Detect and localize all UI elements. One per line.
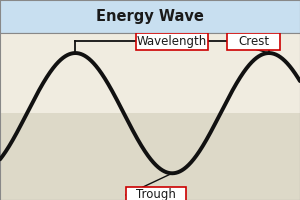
Bar bbox=[0, 113, 300, 200]
FancyBboxPatch shape bbox=[126, 187, 186, 200]
Bar bbox=[0, 33, 300, 113]
FancyBboxPatch shape bbox=[136, 33, 208, 50]
FancyBboxPatch shape bbox=[227, 33, 280, 50]
Text: Crest: Crest bbox=[238, 35, 269, 48]
Text: Trough: Trough bbox=[136, 188, 176, 200]
Text: Energy Wave: Energy Wave bbox=[96, 9, 204, 24]
Text: Wavelength: Wavelength bbox=[137, 35, 207, 48]
